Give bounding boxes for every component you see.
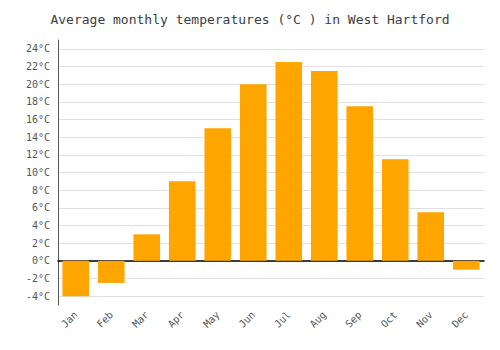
svg-text:2°C: 2°C: [32, 238, 50, 249]
svg-text:20°C: 20°C: [26, 79, 50, 90]
svg-text:0°C: 0°C: [32, 255, 50, 266]
svg-text:Jun: Jun: [237, 309, 258, 330]
svg-text:4°C: 4°C: [32, 220, 50, 231]
svg-text:-2°C: -2°C: [26, 273, 50, 284]
svg-text:Oct: Oct: [379, 309, 400, 330]
svg-text:Nov: Nov: [414, 309, 435, 330]
svg-text:May: May: [201, 309, 222, 330]
svg-text:12°C: 12°C: [26, 149, 50, 160]
svg-text:24°C: 24°C: [26, 43, 50, 54]
svg-text:8°C: 8°C: [32, 185, 50, 196]
svg-text:Aug: Aug: [308, 309, 329, 330]
svg-text:Apr: Apr: [166, 309, 187, 330]
svg-text:Jan: Jan: [59, 309, 80, 330]
svg-text:Mar: Mar: [130, 309, 151, 330]
svg-text:16°C: 16°C: [26, 114, 50, 125]
svg-text:Dec: Dec: [450, 309, 471, 330]
svg-text:18°C: 18°C: [26, 96, 50, 107]
svg-text:Sep: Sep: [343, 309, 364, 330]
svg-text:Average monthly temperatures (: Average monthly temperatures (°C ) in We…: [50, 12, 449, 27]
svg-text:Feb: Feb: [95, 309, 116, 330]
svg-text:14°C: 14°C: [26, 132, 50, 143]
svg-text:6°C: 6°C: [32, 202, 50, 213]
svg-text:22°C: 22°C: [26, 61, 50, 72]
svg-text:-4°C: -4°C: [26, 291, 50, 302]
svg-text:Jul: Jul: [272, 309, 293, 330]
svg-text:10°C: 10°C: [26, 167, 50, 178]
